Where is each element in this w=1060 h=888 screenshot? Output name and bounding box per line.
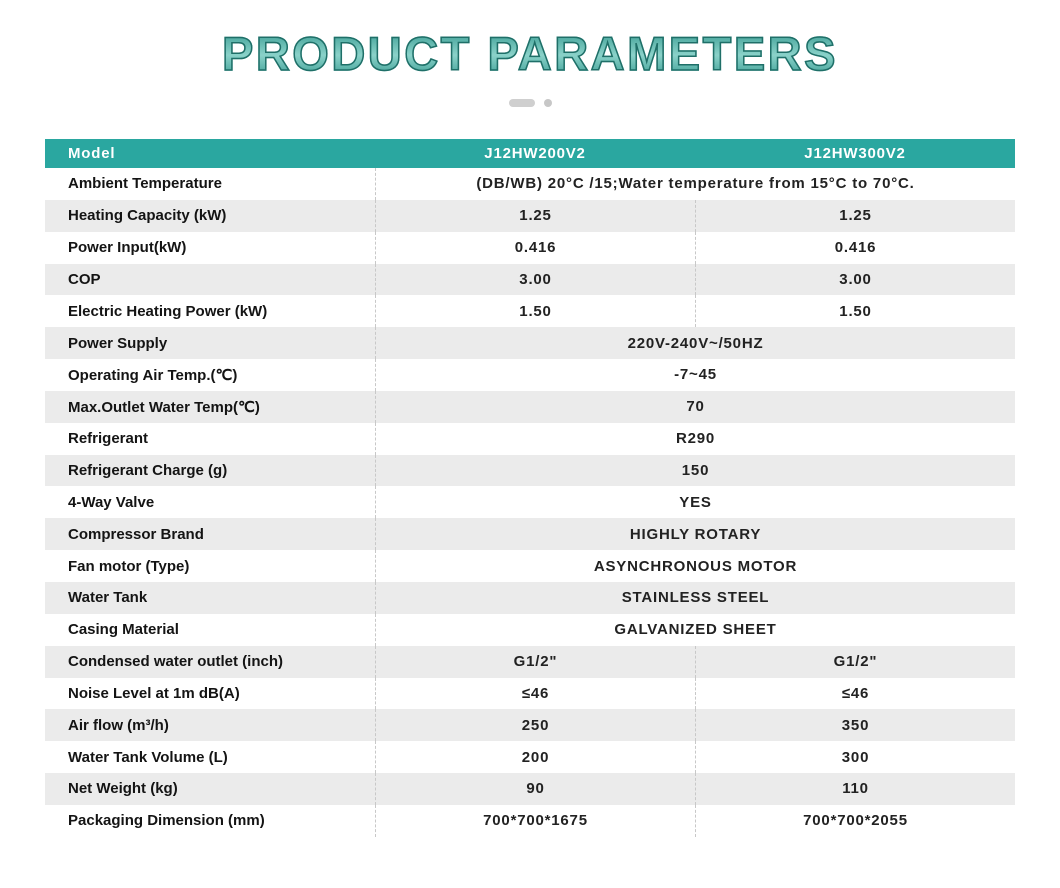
row-label: Casing Material [68, 621, 179, 639]
table-row: Net Weight (kg) 90 110 [45, 773, 1015, 805]
divider-dot-icon [543, 99, 552, 107]
header-model-label: Model [68, 145, 116, 162]
table-row: Fan motor (Type) ASYNCHRONOUS MOTOR [45, 550, 1015, 582]
title-wrap: PRODUCT PARAMETERS [0, 26, 1060, 82]
row-label: Operating Air Temp.(℃) [68, 366, 238, 384]
row-label: Fan motor (Type) [68, 557, 190, 575]
row-label: Power Input(kW) [68, 239, 187, 257]
row-value: ≤46 [695, 677, 1015, 710]
row-value: 0.416 [375, 231, 695, 264]
row-span-value: 70 [375, 390, 1015, 423]
table-row: Noise Level at 1m dB(A) ≤46 ≤46 [45, 677, 1015, 710]
row-value: G1/2" [695, 645, 1015, 678]
row-label: Heating Capacity (kW) [68, 207, 227, 225]
spec-table: Model J12HW200V2 J12HW300V2 Ambient Temp… [45, 139, 1015, 837]
row-label: Compressor Brand [68, 525, 204, 543]
row-span-value: ASYNCHRONOUS MOTOR [375, 550, 1015, 582]
table-row: Condensed water outlet (inch) G1/2" G1/2" [45, 645, 1015, 678]
row-span-value: HIGHLY ROTARY [375, 518, 1015, 551]
table-row: Air flow (m³/h) 250 350 [45, 709, 1015, 742]
row-value: 1.50 [695, 295, 1015, 328]
page-title: PRODUCT PARAMETERS [221, 26, 838, 81]
table-row: Water Tank STAINLESS STEEL [45, 581, 1015, 614]
row-value: 300 [695, 741, 1015, 774]
table-row: 4-Way Valve YES [45, 486, 1015, 519]
row-value: 1.50 [375, 295, 695, 328]
row-label: COP [68, 270, 101, 288]
row-value: 0.416 [695, 231, 1015, 264]
table-row: Max.Outlet Water Temp(℃) 70 [45, 390, 1015, 423]
row-label: Ambient Temperature [68, 175, 222, 193]
table-row: Power Input(kW) 0.416 0.416 [45, 231, 1015, 264]
table-row: Ambient Temperature (DB/WB) 20°C /15;Wate… [45, 168, 1015, 200]
table-row: COP 3.00 3.00 [45, 263, 1015, 296]
row-span-value: STAINLESS STEEL [375, 581, 1015, 614]
table-row: Power Supply 220V-240V~/50HZ [45, 327, 1015, 360]
row-value: 350 [695, 709, 1015, 742]
row-value: 110 [695, 773, 1015, 805]
row-span-value: R290 [375, 422, 1015, 455]
table-row: Compressor Brand HIGHLY ROTARY [45, 518, 1015, 551]
table-row: Casing Material GALVANIZED SHEET [45, 613, 1015, 646]
row-label: Power Supply [68, 334, 168, 352]
row-value: 1.25 [695, 199, 1015, 232]
row-span-value: (DB/WB) 20°C /15;Water temperature from … [375, 168, 1015, 200]
row-span-value: YES [375, 486, 1015, 519]
header-model-col2: J12HW300V2 [804, 145, 906, 162]
table-row: Heating Capacity (kW) 1.25 1.25 [45, 199, 1015, 232]
row-span-value: GALVANIZED SHEET [375, 613, 1015, 646]
row-value: G1/2" [375, 645, 695, 678]
row-label: Air flow (m³/h) [68, 716, 169, 734]
row-value: 700*700*1675 [375, 804, 695, 837]
table-row: Refrigerant Charge (g) 150 [45, 454, 1015, 487]
row-label: 4-Way Valve [68, 493, 155, 511]
table-row: Packaging Dimension (mm) 700*700*1675 700*… [45, 804, 1015, 837]
divider-pill-icon [508, 99, 535, 107]
table-row: Refrigerant R290 [45, 422, 1015, 455]
spec-table-body: Ambient Temperature (DB/WB) 20°C /15;Wate… [45, 168, 1015, 837]
table-row: Electric Heating Power (kW) 1.50 1.50 [45, 295, 1015, 328]
row-value: 700*700*2055 [695, 804, 1015, 837]
title-divider [0, 99, 1060, 107]
row-value: 90 [375, 773, 695, 805]
row-label: Water Tank Volume (L) [68, 748, 228, 766]
row-value: 200 [375, 741, 695, 774]
row-label: Noise Level at 1m dB(A) [68, 684, 240, 702]
row-span-value: -7~45 [375, 359, 1015, 391]
row-label: Condensed water outlet (inch) [68, 653, 284, 671]
table-row: Operating Air Temp.(℃) -7~45 [45, 359, 1015, 391]
row-label: Net Weight (kg) [68, 780, 178, 798]
row-label: Refrigerant [68, 430, 149, 448]
row-value: 250 [375, 709, 695, 742]
row-value: ≤46 [375, 677, 695, 710]
row-span-value: 220V-240V~/50HZ [375, 327, 1015, 360]
table-row: Water Tank Volume (L) 200 300 [45, 741, 1015, 774]
row-label: Electric Heating Power (kW) [68, 302, 268, 320]
row-value: 3.00 [695, 263, 1015, 296]
row-span-value: 150 [375, 454, 1015, 487]
row-label: Max.Outlet Water Temp(℃) [68, 398, 260, 416]
row-label: Water Tank [68, 589, 148, 607]
table-header: Model J12HW200V2 J12HW300V2 [45, 139, 1015, 168]
row-label: Packaging Dimension (mm) [68, 812, 265, 830]
row-label: Refrigerant Charge (g) [68, 462, 228, 480]
header-model-col1: J12HW200V2 [484, 145, 586, 162]
row-value: 3.00 [375, 263, 695, 296]
row-value: 1.25 [375, 199, 695, 232]
